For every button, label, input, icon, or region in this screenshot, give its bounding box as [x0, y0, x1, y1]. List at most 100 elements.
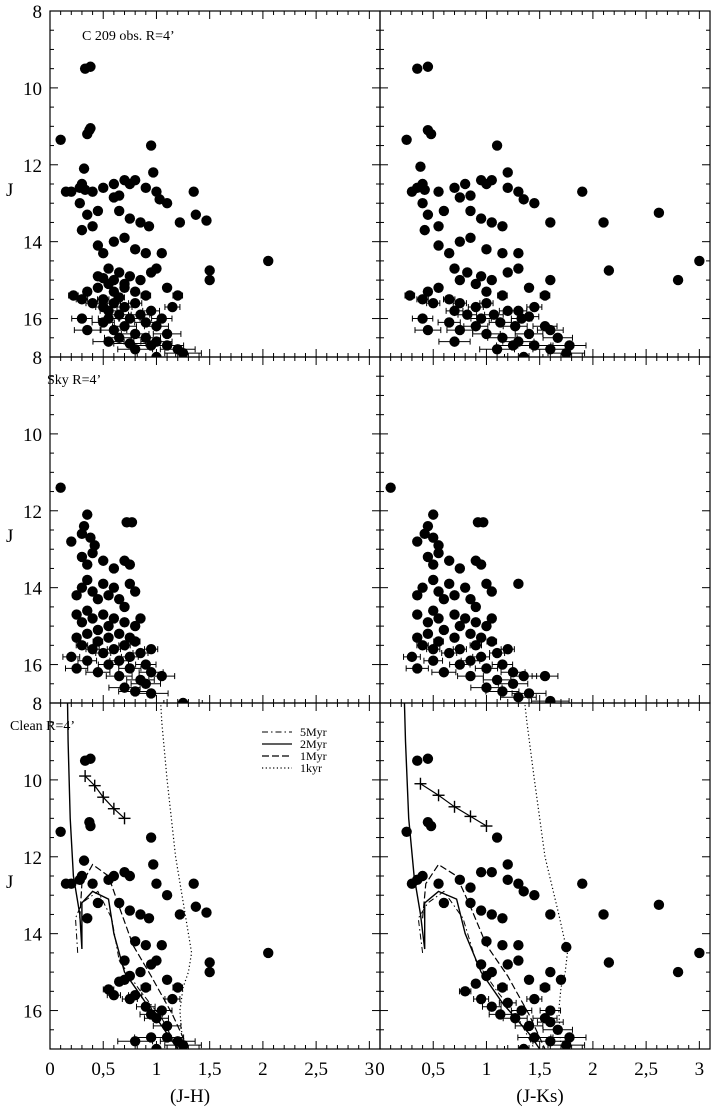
data-point	[98, 555, 109, 566]
data-point	[481, 663, 492, 674]
y-tick-label: 8	[33, 2, 43, 23]
data-point	[87, 186, 98, 197]
data-point	[103, 263, 114, 274]
data-point	[66, 186, 77, 197]
data-point	[523, 282, 535, 293]
data-point	[167, 301, 178, 313]
data-point	[465, 628, 476, 639]
data-point	[454, 297, 466, 309]
data-point	[502, 859, 513, 870]
data-point	[433, 186, 444, 197]
data-point	[454, 192, 466, 203]
panel-title-clean: Clean R=4’	[10, 719, 75, 734]
data-point	[82, 913, 93, 924]
data-point	[459, 613, 471, 624]
data-point	[108, 178, 120, 190]
data-point	[539, 670, 551, 682]
data-point	[161, 198, 173, 209]
data-point	[140, 332, 152, 343]
data-point	[502, 959, 513, 970]
data-point	[497, 940, 508, 951]
data-point	[78, 163, 90, 174]
data-point	[417, 870, 428, 882]
data-point	[204, 265, 215, 276]
data-point	[438, 667, 450, 678]
data-point	[174, 217, 186, 228]
data-point	[161, 328, 173, 340]
x-tick-label: 2,5	[634, 1059, 658, 1080]
data-point	[140, 248, 152, 259]
data-point	[486, 1001, 497, 1012]
data-point	[454, 324, 466, 336]
data-point	[672, 966, 684, 978]
data-point	[433, 878, 444, 889]
panel-frame	[49, 702, 381, 1050]
data-point	[598, 217, 609, 228]
data-point	[103, 632, 114, 643]
data-point	[491, 344, 503, 355]
data-point	[124, 213, 136, 224]
data-point	[177, 347, 189, 357]
data-point	[76, 551, 88, 563]
data-point	[103, 620, 114, 632]
data-point	[82, 128, 93, 140]
data-point	[145, 340, 157, 351]
legend-label-1myr: 1Myr	[300, 749, 327, 763]
data-point	[470, 301, 482, 313]
data-point	[126, 517, 138, 528]
data-point	[449, 182, 460, 194]
data-point	[470, 640, 482, 651]
data-point	[156, 940, 167, 951]
data-point	[98, 578, 109, 590]
panel-points-r1-c1	[55, 61, 274, 357]
x-tick-label: 0,5	[91, 1059, 115, 1080]
data-point	[497, 290, 508, 301]
data-point	[151, 955, 162, 966]
data-point	[145, 688, 157, 699]
data-point	[82, 209, 93, 220]
data-point	[523, 328, 535, 340]
data-point	[82, 324, 93, 336]
y-tick-label: 14	[23, 579, 43, 600]
x-tick-label: 2,5	[304, 1059, 328, 1080]
data-point	[71, 632, 82, 643]
data-point	[428, 559, 439, 570]
data-point	[140, 317, 152, 328]
data-point	[478, 517, 489, 528]
panel-points-r1-c2	[401, 61, 705, 357]
data-point	[401, 134, 412, 145]
data-point	[470, 278, 482, 290]
data-point	[545, 1016, 556, 1028]
data-point	[124, 905, 136, 916]
data-point	[481, 297, 492, 309]
data-point	[129, 636, 141, 647]
data-point	[151, 321, 162, 332]
data-point	[113, 267, 125, 278]
panel-title-sky: Sky R=4’	[47, 373, 101, 388]
data-point	[201, 907, 212, 918]
data-point	[412, 755, 423, 766]
data-point	[415, 161, 426, 172]
data-point	[177, 697, 189, 703]
data-point	[145, 643, 157, 655]
data-point	[417, 582, 428, 593]
isochrone-5myr	[74, 890, 179, 1049]
data-point	[151, 263, 162, 274]
data-point	[85, 532, 96, 543]
data-point	[140, 678, 152, 689]
isochrone-2myr	[66, 703, 179, 1049]
isochrone-2myr	[403, 703, 541, 1049]
data-point	[419, 224, 430, 236]
data-point	[459, 582, 471, 593]
data-point	[513, 263, 524, 274]
data-point	[124, 870, 136, 882]
data-point	[87, 547, 98, 559]
data-point	[422, 520, 434, 532]
data-point	[428, 509, 439, 520]
data-point	[98, 294, 109, 305]
data-point	[113, 670, 125, 682]
data-point	[465, 232, 476, 244]
data-point	[98, 182, 109, 194]
data-point	[507, 340, 519, 351]
